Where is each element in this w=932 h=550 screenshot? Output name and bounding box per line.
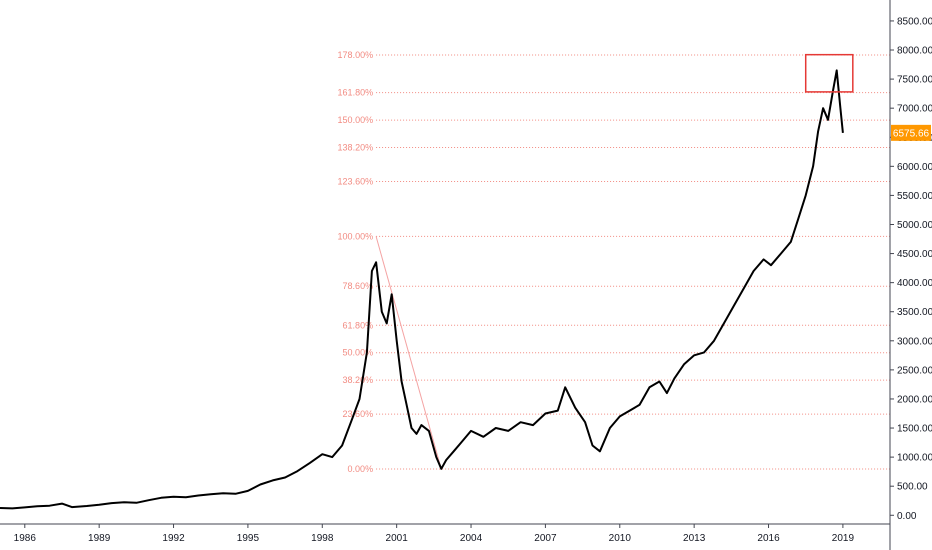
y-tick-label: 6000.00 bbox=[897, 162, 932, 173]
x-tick-label: 2016 bbox=[757, 533, 780, 544]
y-tick-label: 3000.00 bbox=[897, 336, 932, 347]
y-tick-label: 7000.00 bbox=[897, 104, 932, 115]
x-tick-label: 2010 bbox=[609, 533, 632, 544]
y-tick-label: 2000.00 bbox=[897, 394, 932, 405]
highlight-box bbox=[804, 53, 854, 93]
x-tick-label: 2001 bbox=[386, 533, 409, 544]
fib-level-label: 161.80% bbox=[338, 88, 374, 98]
last-price-layer: 6575.66 bbox=[891, 124, 931, 141]
last-price-label: 6575.66 bbox=[893, 128, 930, 139]
y-tick-label: 5500.00 bbox=[897, 191, 932, 202]
fib-level-label: 138.20% bbox=[338, 143, 374, 153]
x-tick-label: 1986 bbox=[14, 533, 37, 544]
y-tick-label: 7500.00 bbox=[897, 75, 932, 86]
y-tick-label: 5000.00 bbox=[897, 220, 932, 231]
x-tick-label: 1989 bbox=[88, 533, 111, 544]
fib-level-label: 178.00% bbox=[338, 50, 374, 60]
fib-level-label: 61.80% bbox=[343, 320, 374, 330]
y-tick-label: 0.00 bbox=[897, 511, 917, 522]
x-axis: 1986 1989 1992 1995 1998 2001 2004 2007 2010 2013… bbox=[14, 524, 855, 544]
overlay-layer bbox=[804, 53, 854, 93]
y-tick-label: 4000.00 bbox=[897, 278, 932, 289]
fib-level-label: 23.60% bbox=[343, 409, 374, 419]
x-tick-label: 2004 bbox=[460, 533, 483, 544]
y-tick-label: 1000.00 bbox=[897, 453, 932, 464]
x-tick-label: 1992 bbox=[162, 533, 185, 544]
fib-level-label: 78.60% bbox=[343, 281, 374, 291]
fib-trend-line bbox=[375, 236, 442, 470]
x-tick-label: 2013 bbox=[683, 533, 706, 544]
x-tick-label: 1995 bbox=[237, 533, 260, 544]
fib-level-label: 0.00% bbox=[348, 464, 374, 474]
y-tick-label: 8000.00 bbox=[897, 46, 932, 57]
last-price-badge bbox=[891, 124, 931, 141]
fib-level-label: 38.20% bbox=[343, 375, 374, 385]
fib-level-label: 150.00% bbox=[338, 115, 374, 125]
price-series-line bbox=[0, 69, 844, 510]
x-tick-label: 2007 bbox=[534, 533, 557, 544]
fib-level-label: 50.00% bbox=[343, 348, 374, 358]
y-tick-label: 8500.00 bbox=[897, 16, 932, 27]
y-tick-label: 500.00 bbox=[897, 482, 928, 493]
y-tick-label: 4500.00 bbox=[897, 249, 932, 260]
x-tick-label: 2019 bbox=[832, 533, 855, 544]
fib-level-label: 123.60% bbox=[338, 177, 374, 187]
x-tick-label: 1998 bbox=[311, 533, 334, 544]
series-layer bbox=[0, 69, 844, 510]
y-tick-label: 1500.00 bbox=[897, 424, 932, 435]
y-axis: 0.00 500.00 1000.00 1500.00 2000.00 2500.00 30… bbox=[890, 16, 932, 522]
y-tick-label: 2500.00 bbox=[897, 365, 932, 376]
fib-level-label: 100.00% bbox=[338, 231, 374, 241]
fibonacci-layer: 0.00% 23.60% 38.20% 50.00% 61.80% 78.60% 100.0… bbox=[338, 50, 890, 474]
y-tick-label: 3500.00 bbox=[897, 307, 932, 318]
